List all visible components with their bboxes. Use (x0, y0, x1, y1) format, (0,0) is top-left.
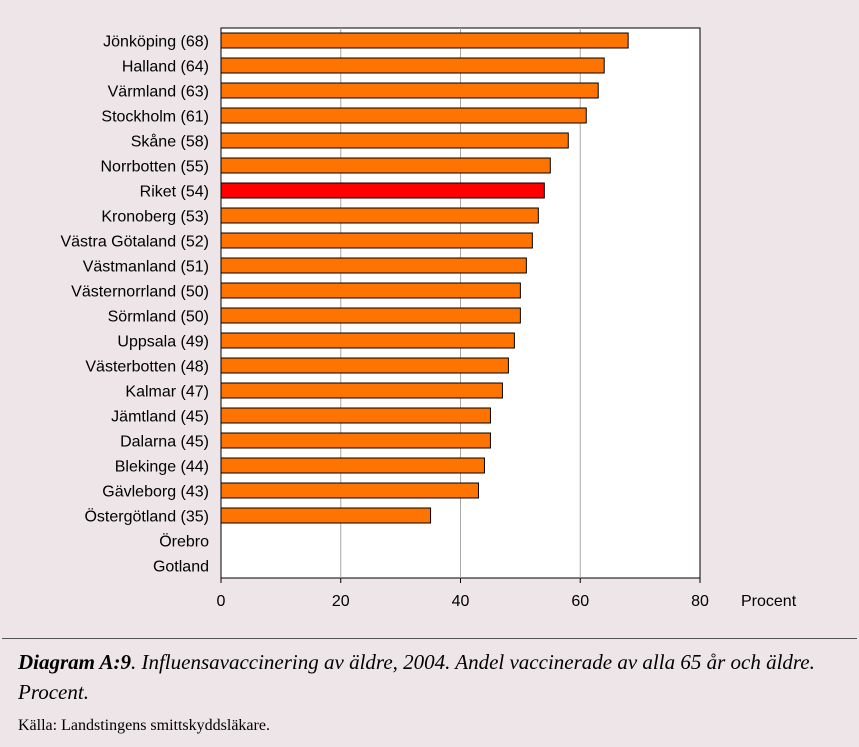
bar (220, 232, 533, 249)
category-label: Gävleborg (43) (102, 484, 209, 501)
bar (220, 482, 479, 499)
category-label: Uppsala (49) (117, 334, 209, 351)
category-label: Blekinge (44) (115, 459, 209, 476)
bar (220, 107, 587, 124)
bar (220, 82, 599, 99)
bar (220, 132, 569, 149)
bar (220, 282, 521, 299)
caption-divider (2, 638, 857, 639)
bar (220, 307, 521, 324)
bar (220, 382, 503, 399)
bar (220, 332, 515, 349)
x-tick-label: 80 (691, 593, 709, 610)
category-label: Stockholm (61) (101, 109, 209, 126)
category-label: Västmanland (51) (83, 259, 209, 276)
category-label: Sörmland (50) (108, 309, 209, 326)
bars (220, 32, 629, 524)
x-tick-label: 60 (571, 593, 589, 610)
category-label: Östergötland (35) (84, 508, 209, 526)
bar (220, 257, 527, 274)
bar (220, 432, 491, 449)
category-label: Halland (64) (122, 59, 209, 76)
x-axis-title: Procent (741, 593, 797, 610)
category-label: Örebro (159, 533, 209, 551)
source-note: Källa: Landstingens smittskyddsläkare. (18, 717, 270, 734)
caption-heading: Diagram A:9 (18, 650, 131, 674)
bar (220, 207, 539, 224)
bar (220, 357, 509, 374)
bar (220, 32, 629, 49)
category-label: Västernorrland (50) (71, 284, 209, 301)
bar (220, 57, 605, 74)
category-label: Kronoberg (53) (101, 209, 209, 226)
bar (220, 457, 485, 474)
category-label: Värmland (63) (108, 84, 209, 101)
category-label: Norrbotten (55) (101, 159, 210, 176)
category-labels: Jönköping (68) Halland (64) Värmland (63) S… (60, 34, 209, 576)
bar (220, 507, 432, 524)
bar-chart: Jönköping (68) Halland (64) Värmland (63) S… (60, 27, 797, 610)
category-label: Dalarna (45) (120, 434, 209, 451)
figure-caption: Diagram A:9. Influensavaccinering av äld… (18, 647, 848, 707)
caption-text: . Influensavaccinering av äldre, 2004. A… (18, 650, 815, 704)
bar (220, 157, 551, 174)
category-label: Jämtland (45) (111, 409, 209, 426)
bar-highlight (220, 182, 545, 199)
x-tick-label: 40 (452, 593, 470, 610)
category-label: Västra Götaland (52) (60, 234, 209, 251)
x-tick-label: 20 (332, 593, 350, 610)
category-label: Riket (54) (140, 184, 209, 201)
x-tick-label: 0 (217, 593, 226, 610)
category-label: Västerbotten (48) (85, 359, 209, 376)
x-tick-labels: 0 20 40 60 80 (217, 578, 709, 610)
category-label: Skåne (58) (131, 133, 209, 151)
bar (220, 407, 491, 424)
category-label: Kalmar (47) (125, 384, 209, 401)
category-label: Jönköping (68) (103, 34, 209, 51)
category-label: Gotland (153, 559, 209, 576)
